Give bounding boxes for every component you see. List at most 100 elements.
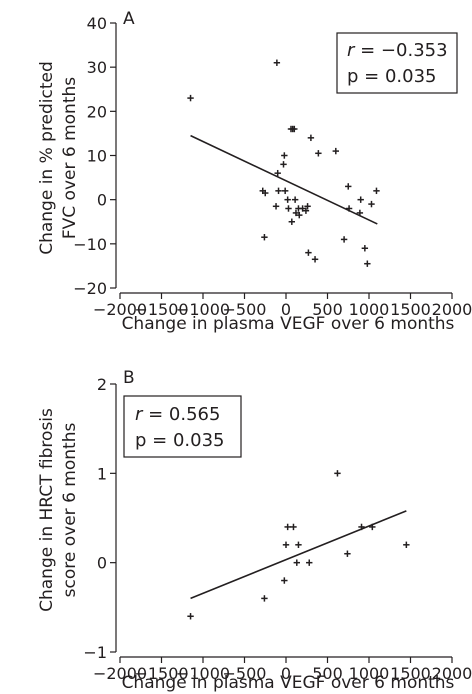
panel-a-x-tick-label: 0	[281, 300, 291, 319]
panel-b-y-tick-label: 2	[97, 375, 107, 394]
panel-a-data-point	[368, 200, 375, 208]
panel-a-y-axis-title-line-2: FVC over 6 months	[60, 77, 80, 239]
panel-a-data-point	[345, 183, 352, 190]
panel-a-data-point	[345, 205, 353, 212]
panel-a-y-tick-label: 10	[87, 147, 107, 166]
panel-b-data-point	[284, 523, 291, 531]
panel-b-y-tick-label: −1	[83, 643, 107, 662]
panel-a: −20 −10 0 10 20 30 40 −2000−1500−1000−500 0 500 10…	[37, 9, 472, 334]
panel-a-y-tick-label: 0	[97, 191, 107, 210]
panel-a-p-stat: p = 0.035	[347, 66, 436, 87]
panel-b-data-point	[295, 541, 302, 548]
panel-a-y-tick-label: −10	[73, 235, 107, 254]
panel-a-data-point	[288, 218, 296, 225]
panel-a-data-point	[280, 161, 287, 168]
panel-a-data-point	[281, 187, 289, 195]
panel-b-r-value: = 0.565	[142, 404, 220, 425]
panel-b-y-tick-label: 1	[97, 464, 107, 483]
panel-a-data-point	[274, 169, 281, 177]
panel-b-data-point	[306, 559, 313, 566]
panel-b-data-point	[290, 523, 297, 531]
panel-a-data-point	[275, 187, 282, 195]
panel-a-y-axis-title-line-1: Change in % predicted	[37, 61, 57, 255]
panel-a-data-point	[340, 236, 348, 243]
panel-b-stats-box: r = 0.565 p = 0.035	[123, 395, 242, 458]
panel-b-x-tick-label: 0	[281, 664, 291, 683]
panel-b-data-point	[369, 523, 376, 531]
panel-a-x-axis-title: Change in plasma VEGF over 6 months	[122, 314, 455, 334]
panel-b-data-point	[334, 470, 341, 477]
panel-a-y-tick-label: 40	[87, 14, 107, 33]
panel-a-x-tick-label: 500	[312, 300, 343, 319]
panel-a-x-tick-label: 1000	[349, 300, 390, 319]
panel-a-data-point	[284, 196, 291, 203]
panel-a-data-point	[364, 260, 371, 267]
panel-a-data-point	[332, 147, 339, 155]
panel-b-letter: B	[123, 368, 135, 388]
panel-a-letter: A	[123, 9, 135, 29]
panel-a-r-value: = −0.353	[354, 40, 447, 61]
panel-b-data-point	[403, 541, 410, 548]
panel-b-x-tick-label: −1500	[134, 664, 188, 683]
panel-b-data-point	[281, 577, 288, 584]
panel-a-data-point	[299, 205, 306, 212]
panel-a-data-point	[291, 196, 299, 203]
panel-a-y-tick-label: −20	[73, 279, 107, 298]
panel-a-data-point	[356, 209, 364, 217]
panel-b-stats-frame	[123, 395, 242, 458]
panel-b-y-axis-title-line-2: score over 6 months	[60, 423, 80, 598]
panel-a-data-point	[296, 211, 303, 219]
panel-b-marks: −1 0 1 2 −2000−1500−1000−500 0 500 1000 1500 2000	[83, 375, 472, 683]
panel-b-data-point	[358, 523, 365, 531]
panel-b-data-point	[344, 550, 351, 557]
panel-a-data-point	[187, 94, 194, 102]
panel-a-data-point	[262, 189, 269, 197]
panel-b-data-point	[261, 595, 268, 602]
panel-a-data-point	[281, 152, 288, 159]
panel-b-x-tick-label: −500	[223, 664, 267, 683]
panel-b-data-point	[293, 559, 300, 566]
panel-a-x-tick-label: −500	[223, 300, 267, 319]
panel-a-data-point	[307, 134, 315, 142]
panel-a-marks: −20 −10 0 10 20 30 40 −2000−1500−1000−500 0 500 10…	[73, 14, 472, 319]
panel-a-data-point	[315, 150, 322, 157]
panel-b-x-tick-label: −1000	[176, 664, 230, 683]
panel-b-x-tick-label: 1500	[390, 664, 431, 683]
panel-b-r-stat: r = 0.565	[135, 404, 220, 425]
panel-a-data-point	[305, 249, 312, 256]
panel-a-data-point	[373, 187, 380, 195]
panel-a-data-point	[361, 245, 369, 252]
panel-a-x-tick-label: 2000	[432, 300, 472, 319]
panel-a-r-stat: r = −0.353	[347, 40, 448, 61]
panel-b-x-axis-title: Change in plasma VEGF over 6 months	[122, 673, 455, 693]
panel-b-x-tick-label: 500	[312, 664, 343, 683]
panel-a-y-tick-label: 20	[87, 102, 107, 121]
panel-b-y-axis-title-line-1: Change in HRCT fibrosis	[37, 408, 57, 612]
panel-a-r-symbol: r	[347, 40, 356, 61]
panel-a-x-tick-label: −1000	[176, 300, 230, 319]
panel-b-r-symbol: r	[135, 404, 144, 425]
panel-a-x-tick-label: −1500	[134, 300, 188, 319]
panel-a-data-point	[357, 196, 364, 203]
panel-b-x-tick-label: 1000	[349, 664, 390, 683]
panel-a-stats-frame	[336, 32, 458, 94]
panel-a-data-point	[272, 203, 280, 210]
panel-a-x-tick-label: 1500	[390, 300, 431, 319]
panel-a-y-tick-label: 30	[87, 58, 107, 77]
panel-b-data-point	[187, 613, 194, 620]
panel-a-data-point	[273, 59, 281, 66]
panel-a-data-point	[292, 209, 300, 217]
panel-a-data-point	[302, 207, 310, 214]
panel-b-y-tick-label: 0	[97, 554, 107, 573]
panel-a-stats-box: r = −0.353 p = 0.035	[336, 32, 458, 94]
panel-b-data-point	[282, 541, 290, 548]
panel-a-data-point	[261, 234, 268, 241]
panel-b-regression-line	[190, 510, 407, 600]
panel-b-x-tick-label: −2000	[93, 664, 147, 683]
panel-a-data-point	[291, 125, 298, 133]
panel-b-p-stat: p = 0.035	[135, 430, 224, 451]
panel-a-data-point	[311, 256, 319, 263]
panel-b: −1 0 1 2 −2000−1500−1000−500 0 500 1000 1500 2000…	[37, 368, 472, 693]
panel-b-x-tick-label: 2000	[432, 664, 472, 683]
